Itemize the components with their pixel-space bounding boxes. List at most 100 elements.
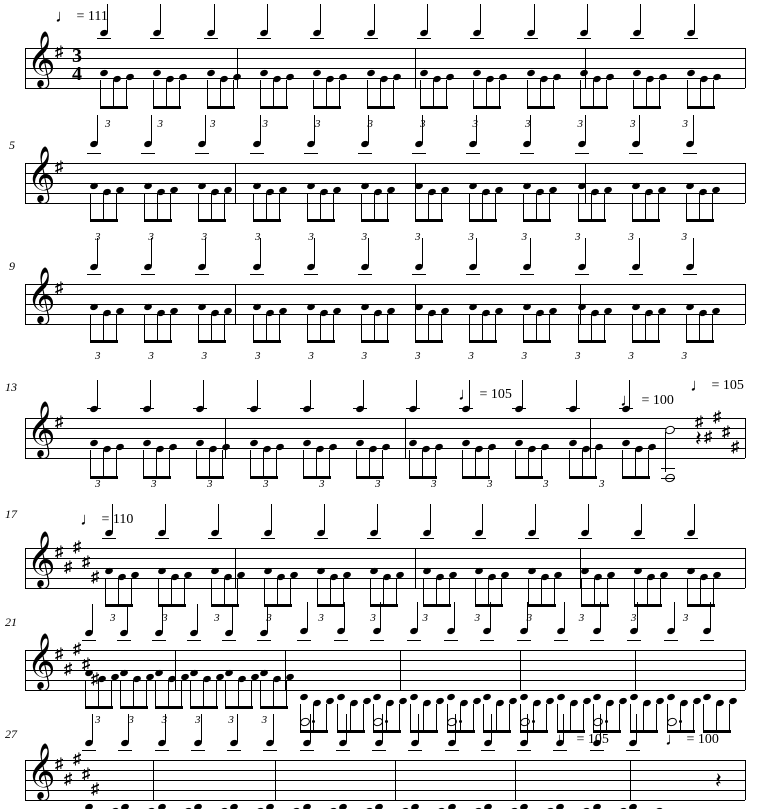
note-stem — [267, 604, 268, 632]
note-stem — [469, 380, 470, 408]
note-stem — [260, 115, 261, 143]
note-stem — [643, 704, 644, 732]
note-stem — [530, 115, 531, 143]
beam — [120, 706, 148, 709]
quarter-rest-icon: 𝄽 — [715, 768, 722, 794]
note-head — [528, 567, 538, 575]
note-head — [89, 439, 99, 447]
tuplet-number: 3 — [683, 612, 689, 624]
note-stem — [482, 193, 483, 221]
notes-layer — [25, 760, 745, 800]
tuplet-number: 3 — [431, 478, 437, 490]
note-stem — [214, 4, 215, 32]
note-head — [577, 303, 587, 311]
note-stem — [515, 450, 516, 478]
note-stem — [630, 704, 631, 732]
tuplet-number: 3 — [475, 612, 481, 624]
note-stem — [356, 450, 357, 478]
beam — [447, 730, 475, 733]
note-stem — [160, 4, 161, 32]
note-stem — [151, 115, 152, 143]
note-stem — [488, 578, 489, 606]
note-stem — [582, 450, 583, 478]
tuplet-number: 3 — [263, 478, 269, 490]
beam — [155, 706, 183, 709]
note-stem — [179, 80, 180, 108]
note-head — [419, 69, 429, 77]
note-stem — [310, 714, 311, 742]
note-stem — [699, 193, 700, 221]
tuplet-number: 3 — [151, 478, 157, 490]
note-stem — [578, 193, 579, 221]
tuplet-number: 3 — [370, 612, 376, 624]
note-stem — [563, 714, 564, 742]
note-stem — [581, 578, 582, 606]
note-stem — [368, 238, 369, 266]
note-stem — [218, 504, 219, 532]
note-head — [153, 69, 163, 77]
beam — [569, 476, 597, 479]
note-stem — [251, 680, 252, 708]
note-stem — [476, 238, 477, 266]
sharp-sign: ♯ — [695, 414, 703, 432]
note-stem — [126, 80, 127, 108]
note-stem — [168, 680, 169, 708]
note-stem — [277, 578, 278, 606]
note-stem — [333, 314, 334, 342]
note-stem — [103, 450, 104, 478]
note-stem — [423, 704, 424, 732]
beam — [527, 106, 555, 109]
note-stem — [564, 602, 565, 630]
note-stem — [658, 314, 659, 342]
note-stem — [203, 380, 204, 408]
note-stem — [290, 578, 291, 606]
beam — [633, 106, 661, 109]
note-head — [259, 69, 269, 77]
note-stem — [549, 193, 550, 221]
note-stem — [659, 80, 660, 108]
barline — [745, 163, 746, 203]
tuplet-number: 3 — [318, 612, 324, 624]
note-stem — [144, 193, 145, 221]
note-head — [685, 303, 695, 311]
note-stem — [436, 578, 437, 606]
tuplet-number: 3 — [415, 350, 421, 362]
note-stem — [387, 314, 388, 342]
beam — [307, 340, 335, 343]
measure-number: 27 — [5, 727, 17, 742]
beam — [469, 340, 497, 343]
note-stem — [339, 80, 340, 108]
note-stem — [307, 602, 308, 630]
note-stem — [211, 314, 212, 342]
tempo-text: = 105 — [712, 378, 744, 393]
note-stem — [541, 450, 542, 478]
sharp-sign: ♯ — [722, 424, 730, 442]
note-stem — [674, 602, 675, 630]
beam — [300, 730, 328, 733]
note-stem — [337, 704, 338, 732]
note-stem — [361, 193, 362, 221]
note-stem — [680, 704, 681, 732]
note-head — [99, 69, 109, 77]
note-stem — [591, 314, 592, 342]
staff: 𝄞♯333333333333 — [25, 284, 745, 324]
beam — [415, 219, 443, 222]
note-stem — [541, 578, 542, 606]
note-stem — [374, 314, 375, 342]
tempo-text: = 110 — [102, 512, 134, 527]
note-head — [313, 69, 323, 77]
note-stem — [92, 714, 93, 742]
note-stem — [171, 578, 172, 606]
note-stem — [716, 704, 717, 732]
tuplet-number: 3 — [468, 231, 474, 243]
note-head — [631, 303, 641, 311]
note-stem — [660, 578, 661, 606]
note-stem — [279, 314, 280, 342]
note-stem — [591, 193, 592, 221]
note-head — [265, 803, 275, 809]
note-stem — [169, 450, 170, 478]
tuplet-number: 3 — [578, 118, 584, 130]
quarter-note-icon: ♩ — [80, 509, 98, 529]
note-stem — [491, 714, 492, 742]
beam — [483, 730, 511, 733]
